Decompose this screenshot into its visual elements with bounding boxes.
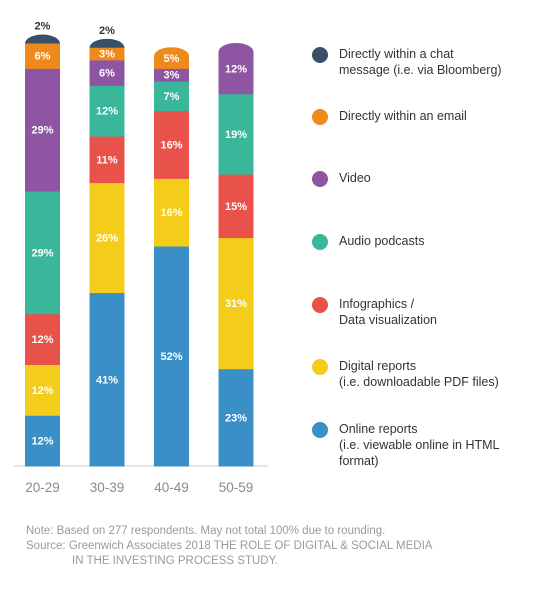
bar-stack-40-49: 52% 16% 16% 7% 3% 5% 40-49 <box>154 47 189 495</box>
bar-segment <box>89 136 125 184</box>
legend-swatch-video <box>312 171 328 187</box>
bar-segment <box>89 182 125 294</box>
note-line: Note: Based on 277 respondents. May not … <box>26 525 386 537</box>
x-tick-label: 50-59 <box>219 480 254 495</box>
legend-item-email: Directly within an email <box>312 108 467 125</box>
data-label: 12% <box>31 334 53 346</box>
bar-stack-50-59: 23% 31% 15% 19% 12% 50-59 <box>218 43 254 495</box>
data-label: 29% <box>31 125 53 137</box>
bar-stack-20-29: 12% 12% 12% 29% 29% 6% 2% 20-29 <box>25 21 60 495</box>
data-label: 15% <box>225 201 247 213</box>
legend-label-digital-reports: Digital reports (i.e. downloadable PDF f… <box>339 359 499 389</box>
bar-segment <box>154 81 189 112</box>
bar-segment <box>25 191 60 315</box>
legend-label-online-reports: Online reports (i.e. viewable online in … <box>339 422 500 468</box>
data-label: 31% <box>225 298 247 310</box>
legend-label-video: Video <box>339 171 371 185</box>
data-label: 5% <box>164 53 180 65</box>
data-label: 52% <box>160 351 182 363</box>
bar-segment <box>218 237 254 370</box>
data-label: 7% <box>164 91 180 103</box>
stacked-bar-chart: 12% 12% 12% 29% 29% 6% 2% 20-29 41% 26% 11% 12% 6% 3%… <box>14 21 268 495</box>
bar-segment <box>218 43 254 95</box>
data-label: 6% <box>35 51 51 63</box>
data-label: 3% <box>99 49 115 61</box>
legend-swatch-digital-reports <box>312 359 328 375</box>
bar-segment <box>89 47 125 61</box>
data-label: 3% <box>164 70 180 82</box>
legend-swatch-online-reports <box>312 422 328 438</box>
bar-segment <box>154 246 189 467</box>
bar-segment <box>89 292 125 467</box>
legend-item-digital-reports: Digital reports (i.e. downloadable PDF f… <box>312 358 499 390</box>
bar-segment <box>154 110 189 179</box>
bar-segment <box>25 34 60 44</box>
bar-segment <box>25 415 60 467</box>
bar-segment <box>25 43 60 69</box>
legend-label-email: Directly within an email <box>339 109 467 123</box>
legend-item-chat: Directly within a chat message (i.e. via… <box>312 46 502 78</box>
data-label: 26% <box>96 233 118 245</box>
data-label: 16% <box>160 207 182 219</box>
bar-segment <box>154 68 189 82</box>
legend-swatch-podcasts <box>312 234 328 250</box>
legend-item-video: Video <box>312 170 371 187</box>
data-label: 23% <box>225 412 247 424</box>
data-label: 12% <box>31 436 53 448</box>
data-label: 2% <box>99 25 115 37</box>
source-line-continued: IN THE INVESTING PROCESS STUDY. <box>72 555 278 567</box>
legend-label-chat: Directly within a chat message (i.e. via… <box>339 47 502 77</box>
bar-segment <box>25 364 60 416</box>
data-label: 19% <box>225 129 247 141</box>
legend-swatch-chat <box>312 47 328 63</box>
bar-segment <box>89 38 125 48</box>
data-label: 12% <box>31 385 53 397</box>
data-label: 29% <box>31 247 53 259</box>
bar-stack-30-39: 41% 26% 11% 12% 6% 3% 2% 30-39 <box>89 25 125 495</box>
data-label: 12% <box>96 106 118 118</box>
source-line: Source: Greenwich Associates 2018 THE RO… <box>26 540 433 552</box>
data-label: 41% <box>96 374 118 386</box>
bar-segment <box>25 313 60 365</box>
legend-item-online-reports: Online reports (i.e. viewable online in … <box>312 421 500 469</box>
bar-segment <box>218 93 254 175</box>
bar-segment <box>218 368 254 467</box>
data-label: 12% <box>225 63 247 75</box>
x-tick-label: 40-49 <box>154 480 189 495</box>
legend-swatch-infographics <box>312 297 328 313</box>
bar-segment <box>218 174 254 239</box>
bar-segment <box>89 59 125 86</box>
legend-item-infographics: Infographics / Data visualization <box>312 296 437 328</box>
data-label: 2% <box>35 21 51 33</box>
chart-footnote: Note: Based on 277 respondents. May not … <box>26 524 432 569</box>
bar-segment <box>89 85 125 137</box>
bar-segment <box>154 47 189 69</box>
legend-label-podcasts: Audio podcasts <box>339 234 425 248</box>
data-label: 6% <box>99 68 115 80</box>
bar-segment <box>25 68 60 192</box>
bar-segment <box>154 178 189 247</box>
legend-swatch-email <box>312 109 328 125</box>
data-label: 11% <box>96 154 118 166</box>
x-tick-label: 30-39 <box>90 480 125 495</box>
legend-item-podcasts: Audio podcasts <box>312 233 424 250</box>
data-label: 16% <box>160 140 182 152</box>
x-tick-label: 20-29 <box>25 480 60 495</box>
legend-label-infographics: Infographics / Data visualization <box>339 297 437 327</box>
